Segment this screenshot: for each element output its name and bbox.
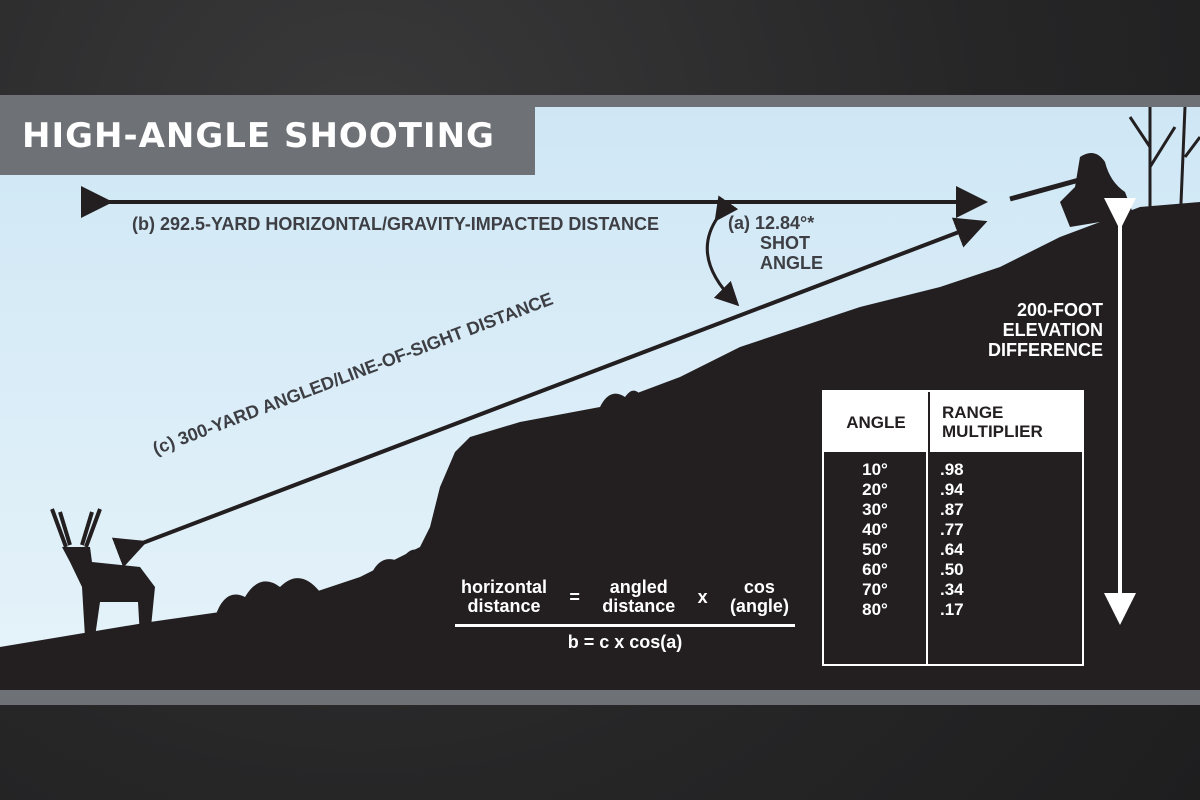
formula-short: b = c x cos(a)	[567, 632, 683, 652]
elevation-text: DIFFERENCE	[987, 340, 1103, 360]
bushes	[215, 390, 645, 627]
table-header: ANGLE RANGE MULTIPLIER	[824, 392, 1082, 452]
table-cell-multiplier: .87	[940, 500, 964, 519]
formula-term-angled: angled distance	[602, 577, 676, 616]
header-angle: ANGLE	[846, 412, 906, 432]
table-cell-angle: 70°	[862, 580, 888, 599]
table-cell-angle: 50°	[862, 540, 888, 559]
formula-term-horizontal: horizontal distance	[461, 577, 547, 616]
table-cell-angle: 40°	[862, 520, 888, 539]
table-cell-multiplier: .34	[940, 580, 964, 599]
horizontal-distance-label: (b) 292.5-YARD HORIZONTAL/GRAVITY-IMPACT…	[132, 214, 660, 234]
table-cell-multiplier: .64	[940, 540, 964, 559]
shot-angle-text: SHOT	[760, 233, 811, 253]
shot-angle-value: (a) 12.84°*	[728, 213, 815, 233]
table-cell-angle: 60°	[862, 560, 888, 579]
deer-silhouette-icon	[50, 508, 155, 637]
formula: horizontal distance = angled distance x co…	[455, 578, 795, 652]
range-multiplier-table: ANGLE RANGE MULTIPLIER 10° 20° 30° 40° 50° 60…	[822, 390, 1084, 666]
formula-times: x	[697, 586, 708, 607]
header-range-multiplier: RANGE MULTIPLIER	[928, 392, 1082, 452]
table-cell-multiplier: .77	[940, 520, 964, 539]
elevation-text: ELEVATION	[1002, 320, 1103, 340]
shot-angle-label: (a) 12.84°* SHOT ANGLE	[728, 213, 823, 273]
formula-equals: =	[569, 586, 580, 607]
formula-term-cos: cos (angle)	[729, 577, 789, 616]
table-cell-angle: 10°	[862, 460, 888, 479]
multiplier-column: .98.94.87.77.64.50.34.17	[928, 452, 1082, 664]
shot-angle-text: ANGLE	[760, 253, 823, 273]
table-body: 10° 20° 30° 40° 50° 60° 70° 80° .98.94.87.77.64…	[824, 452, 1082, 664]
table-cell-multiplier: .98	[940, 460, 964, 479]
table-cell-multiplier: .17	[940, 600, 964, 619]
table-cell-multiplier: .94	[940, 480, 964, 499]
elevation-text: 200-FOOT	[1016, 300, 1103, 320]
line-of-sight-arrow	[111, 217, 988, 568]
formula-divider	[455, 624, 795, 627]
table-cell-multiplier: .50	[940, 560, 964, 579]
trees-silhouette	[1128, 107, 1200, 228]
table-cell-angle: 30°	[862, 500, 888, 519]
table-cell-angle: 80°	[862, 600, 888, 619]
shot-angle-arrow	[705, 195, 740, 307]
angle-column: 10° 20° 30° 40° 50° 60° 70° 80°	[824, 452, 928, 664]
elevation-label: 200-FOOT ELEVATION DIFFERENCE	[985, 300, 1103, 360]
page-title: HIGH-ANGLE SHOOTING	[0, 97, 535, 175]
table-cell-angle: 20°	[862, 480, 888, 499]
